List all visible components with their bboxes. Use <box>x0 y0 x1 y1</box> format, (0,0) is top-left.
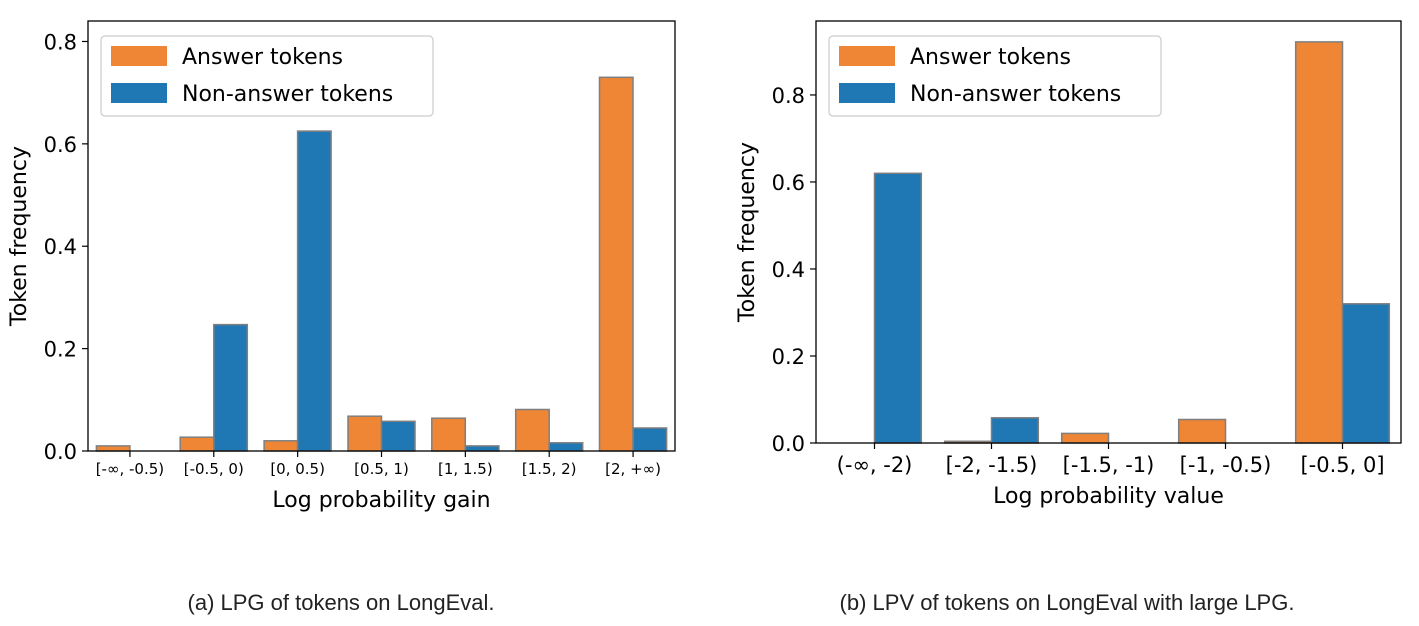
y-axis-label: Token frequency <box>735 142 760 323</box>
bar-non-answer-4 <box>1341 303 1391 444</box>
legend-swatch-answer <box>111 46 167 66</box>
bar-non-answer-1 <box>990 417 1040 444</box>
x-tick-label: [-∞, -0.5) <box>96 460 164 478</box>
bar-answer-1 <box>179 436 215 452</box>
legend: Answer tokens Non-answer tokens <box>100 35 434 117</box>
x-tick-label: [0.5, 1) <box>354 460 409 478</box>
x-tick-label: [0, 0.5) <box>270 460 325 478</box>
x-tick-label: [-0.5, 0) <box>184 460 244 478</box>
x-tick-label: [-1.5, -1) <box>1063 453 1155 477</box>
bar-answer-5 <box>514 408 550 452</box>
legend: Answer tokens Non-answer tokens <box>828 35 1162 117</box>
y-tick-label: 0.2 <box>772 345 805 369</box>
figure-canvas: 0.0 0.2 0.4 0.6 0.8 [-∞, -0.5) [-0.5, 0) [0, 0.… <box>7 20 1402 513</box>
x-tick-label: (-∞, -2) <box>837 453 913 477</box>
y-tick-label: 0.4 <box>44 235 77 259</box>
bar-non-answer-2 <box>296 130 332 452</box>
x-axis-label: Log probability value <box>993 484 1224 509</box>
x-tick-label: [2, +∞) <box>605 460 661 478</box>
bar-answer-3 <box>347 415 383 452</box>
chart-a: 0.0 0.2 0.4 0.6 0.8 [-∞, -0.5) [-0.5, 0) [0, 0.… <box>7 20 676 513</box>
x-tick-label: [1, 1.5) <box>438 460 493 478</box>
bar-non-answer-5 <box>548 442 584 452</box>
bar-answer-2 <box>1060 432 1110 444</box>
y-tick-label: 0.0 <box>44 440 77 464</box>
caption-b: (b) LPV of tokens on LongEval with large… <box>839 590 1295 615</box>
bar-answer-6 <box>598 76 634 452</box>
bar-answer-4 <box>431 417 467 452</box>
caption-a: (a) LPG of tokens on LongEval. <box>187 590 495 615</box>
y-tick-label: 0.6 <box>772 171 805 195</box>
y-axis-label: Token frequency <box>7 146 32 327</box>
y-tick-label: 0.4 <box>772 258 805 282</box>
x-tick-label: [1.5, 2) <box>522 460 577 478</box>
bar-non-answer-3 <box>380 420 416 452</box>
legend-label-answer: Answer tokens <box>910 45 1071 70</box>
legend-box <box>100 35 434 117</box>
legend-label-answer: Answer tokens <box>182 45 343 70</box>
x-tick-label: [-2, -1.5) <box>946 453 1038 477</box>
bar-non-answer-1 <box>213 323 249 452</box>
chart-b: 0.0 0.2 0.4 0.6 0.8 (-∞, -2) [-2, -1.5) [-1.5, … <box>735 20 1402 509</box>
bar-non-answer-4 <box>464 445 500 452</box>
y-tick-label: 0.6 <box>44 133 77 157</box>
x-tick-label: [-1, -0.5) <box>1180 453 1272 477</box>
bar-answer-2 <box>263 440 299 452</box>
legend-box <box>828 35 1162 117</box>
bar-non-answer-0 <box>873 172 923 444</box>
bar-non-answer-6 <box>632 427 668 452</box>
legend-label-non-answer: Non-answer tokens <box>910 82 1121 107</box>
legend-swatch-non-answer <box>111 83 167 103</box>
legend-swatch-non-answer <box>839 83 895 103</box>
y-tick-label: 0.2 <box>44 338 77 362</box>
y-tick-label: 0.8 <box>44 30 77 54</box>
bar-answer-4 <box>1294 41 1344 444</box>
x-tick-label: [-0.5, 0] <box>1300 453 1384 477</box>
legend-label-non-answer: Non-answer tokens <box>182 82 393 107</box>
y-tick-label: 0.8 <box>772 84 805 108</box>
bar-answer-3 <box>1177 418 1227 444</box>
legend-swatch-answer <box>839 46 895 66</box>
bar-answer-0 <box>95 445 131 452</box>
y-tick-label: 0.0 <box>772 432 805 456</box>
x-axis-label: Log probability gain <box>272 488 490 513</box>
